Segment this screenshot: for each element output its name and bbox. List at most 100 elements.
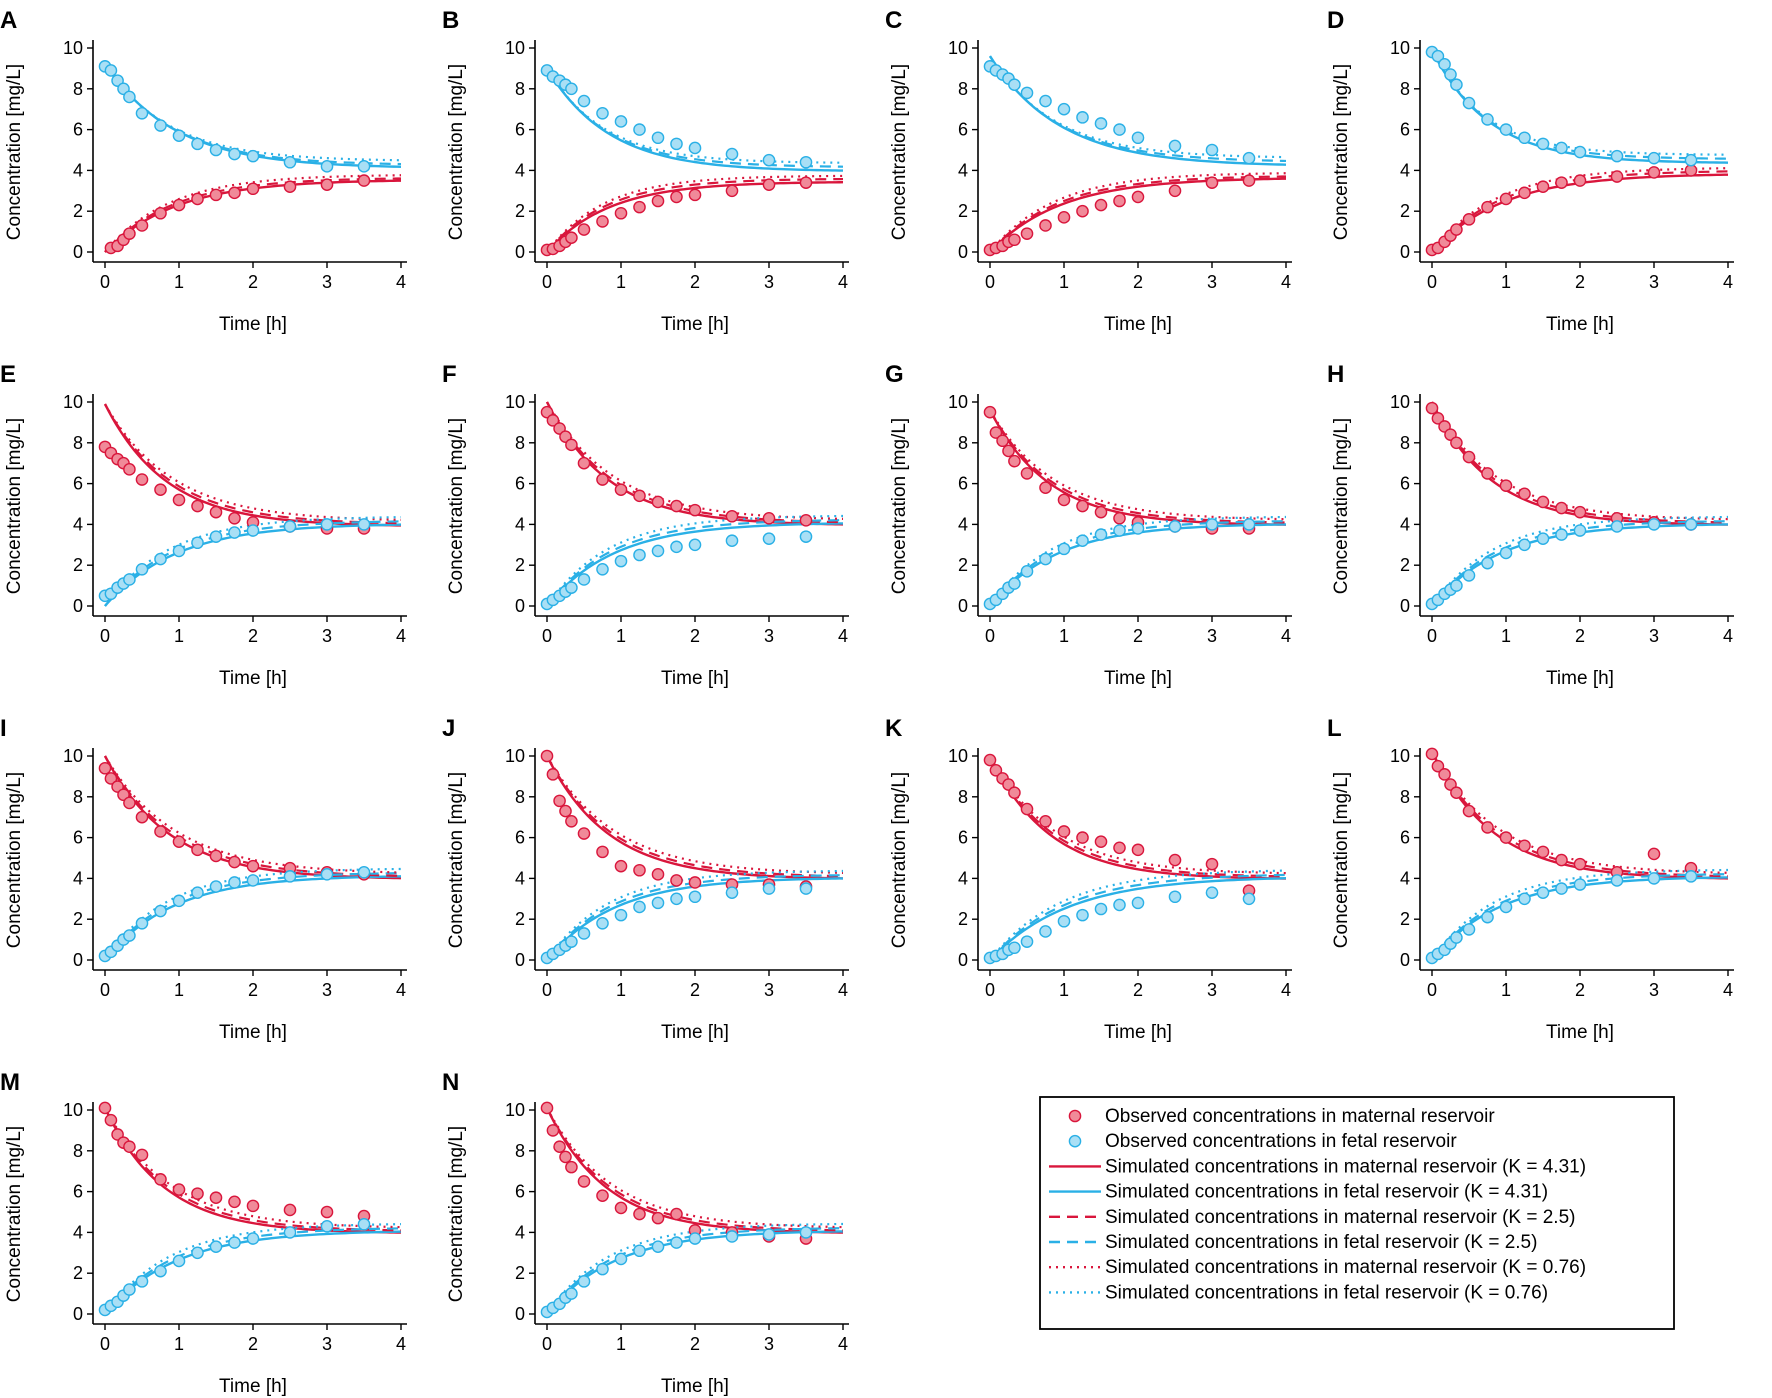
observed-maternal-point [596,215,609,228]
observed-maternal-point [191,1187,204,1200]
observed-fetal-point [172,544,186,558]
observed-fetal-point [565,1287,578,1300]
observed-fetal-point [1610,874,1624,887]
observed-maternal-point [1131,190,1145,204]
observed-fetal-point [1039,552,1052,566]
y-tick-label: 0 [515,950,525,970]
observed-maternal-point [670,1207,683,1221]
panel-label: H [1327,361,1344,388]
observed-maternal-point [651,868,665,881]
y-tick-label: 10 [1390,38,1410,58]
observed-fetal-point [191,137,204,151]
y-tick-label: 4 [1400,514,1410,534]
y-tick-label: 10 [63,38,83,58]
observed-fetal-point [1008,577,1021,590]
x-tick-label: 2 [690,626,700,646]
observed-fetal-point [283,520,297,533]
y-tick-label: 0 [1400,242,1410,262]
x-tick-label: 3 [322,626,332,646]
observed-maternal-point [135,1148,149,1162]
y-axis-title: Concentration [mg/L] [889,64,910,240]
observed-fetal-point [320,868,334,881]
chart-panel-I: I 0 2 4 6 8 10 0 1 2 3 4 Time [h] Concentration [mg/L… [0,715,407,1043]
observed-fetal-point [320,160,334,173]
observed-maternal-point [983,753,997,767]
observed-fetal-point [1518,131,1531,145]
observed-maternal-point [154,1173,167,1186]
y-tick-label: 2 [73,1263,83,1283]
observed-fetal-point [1536,137,1550,151]
y-tick-label: 0 [73,1304,83,1324]
observed-fetal-point [1518,892,1531,906]
chart-panel-G: G 0 2 4 6 8 10 0 1 2 3 4 Time [h] Concentration [mg/L… [885,361,1292,689]
observed-maternal-point [565,231,578,245]
observed-fetal-point [1113,524,1126,537]
observed-fetal-point [1205,886,1219,899]
observed-maternal-point [104,772,118,785]
simulated-fetal-line-solid [546,522,844,607]
observed-fetal-point [228,1236,241,1249]
observed-fetal-point [172,894,186,908]
observed-maternal-point [1555,501,1568,515]
x-tick-label: 4 [396,1334,406,1354]
observed-fetal-point [799,530,813,543]
observed-maternal-point [596,845,609,859]
x-tick-label: 1 [1501,980,1511,1000]
x-tick-label: 3 [322,1334,332,1354]
y-tick-label: 6 [1400,474,1410,494]
legend-label: Simulated concentrations in fetal reserv… [1105,1232,1537,1253]
y-tick-label: 10 [1390,392,1410,412]
x-tick-label: 4 [1281,626,1291,646]
observed-maternal-point [1131,843,1145,857]
y-tick-label: 4 [73,514,83,534]
y-tick-label: 8 [1400,79,1410,99]
y-tick-label: 6 [73,474,83,494]
observed-maternal-point [996,434,1009,448]
y-tick-label: 8 [73,433,83,453]
x-tick-label: 1 [1059,980,1069,1000]
observed-maternal-point [1518,186,1531,200]
x-tick-label: 2 [690,980,700,1000]
observed-maternal-point [1020,802,1034,816]
observed-maternal-point [1205,176,1219,189]
simulated-maternal-line-dotted [546,174,844,253]
observed-maternal-point [228,855,241,869]
y-tick-label: 4 [958,868,968,888]
x-axis-title: Time [h] [661,668,729,689]
panel-label: D [1327,7,1344,34]
chart-panel-A: A 0 2 4 6 8 10 0 1 2 3 4 Time [h] Concentration [mg/L… [0,7,407,335]
observed-maternal-point [1431,412,1445,425]
y-tick-label: 2 [515,909,525,929]
x-axis-title: Time [h] [219,314,287,335]
observed-maternal-point [1020,467,1034,480]
x-tick-label: 1 [174,272,184,292]
x-tick-label: 2 [248,272,258,292]
observed-fetal-point [614,554,628,568]
y-axis-title: Concentration [mg/L] [4,772,25,948]
observed-maternal-point [1462,450,1476,464]
y-tick-label: 2 [1400,555,1410,575]
x-tick-label: 4 [396,272,406,292]
legend-entry: Simulated concentrations in maternal res… [1049,1257,1586,1278]
observed-fetal-point [154,552,167,566]
x-axis-title: Time [h] [1104,1022,1172,1043]
x-tick-label: 0 [100,626,110,646]
observed-maternal-point [98,761,112,775]
x-tick-label: 2 [1133,272,1143,292]
observed-fetal-point [1094,528,1108,541]
simulated-maternal-line-solid [103,403,402,527]
y-tick-label: 4 [515,514,525,534]
observed-maternal-point [1057,211,1071,224]
panel-label: F [442,361,457,388]
observed-fetal-point [357,865,371,879]
observed-maternal-point [1647,166,1661,179]
simulated-maternal-line-dotted [104,174,402,253]
observed-maternal-point [565,438,578,452]
observed-fetal-point [1131,896,1145,910]
observed-fetal-point [1462,569,1476,582]
simulated-fetal-line-dotted [1431,49,1729,156]
x-tick-label: 3 [764,626,774,646]
observed-fetal-point [246,524,260,537]
observed-fetal-point [135,106,149,120]
observed-fetal-point [1684,518,1698,531]
